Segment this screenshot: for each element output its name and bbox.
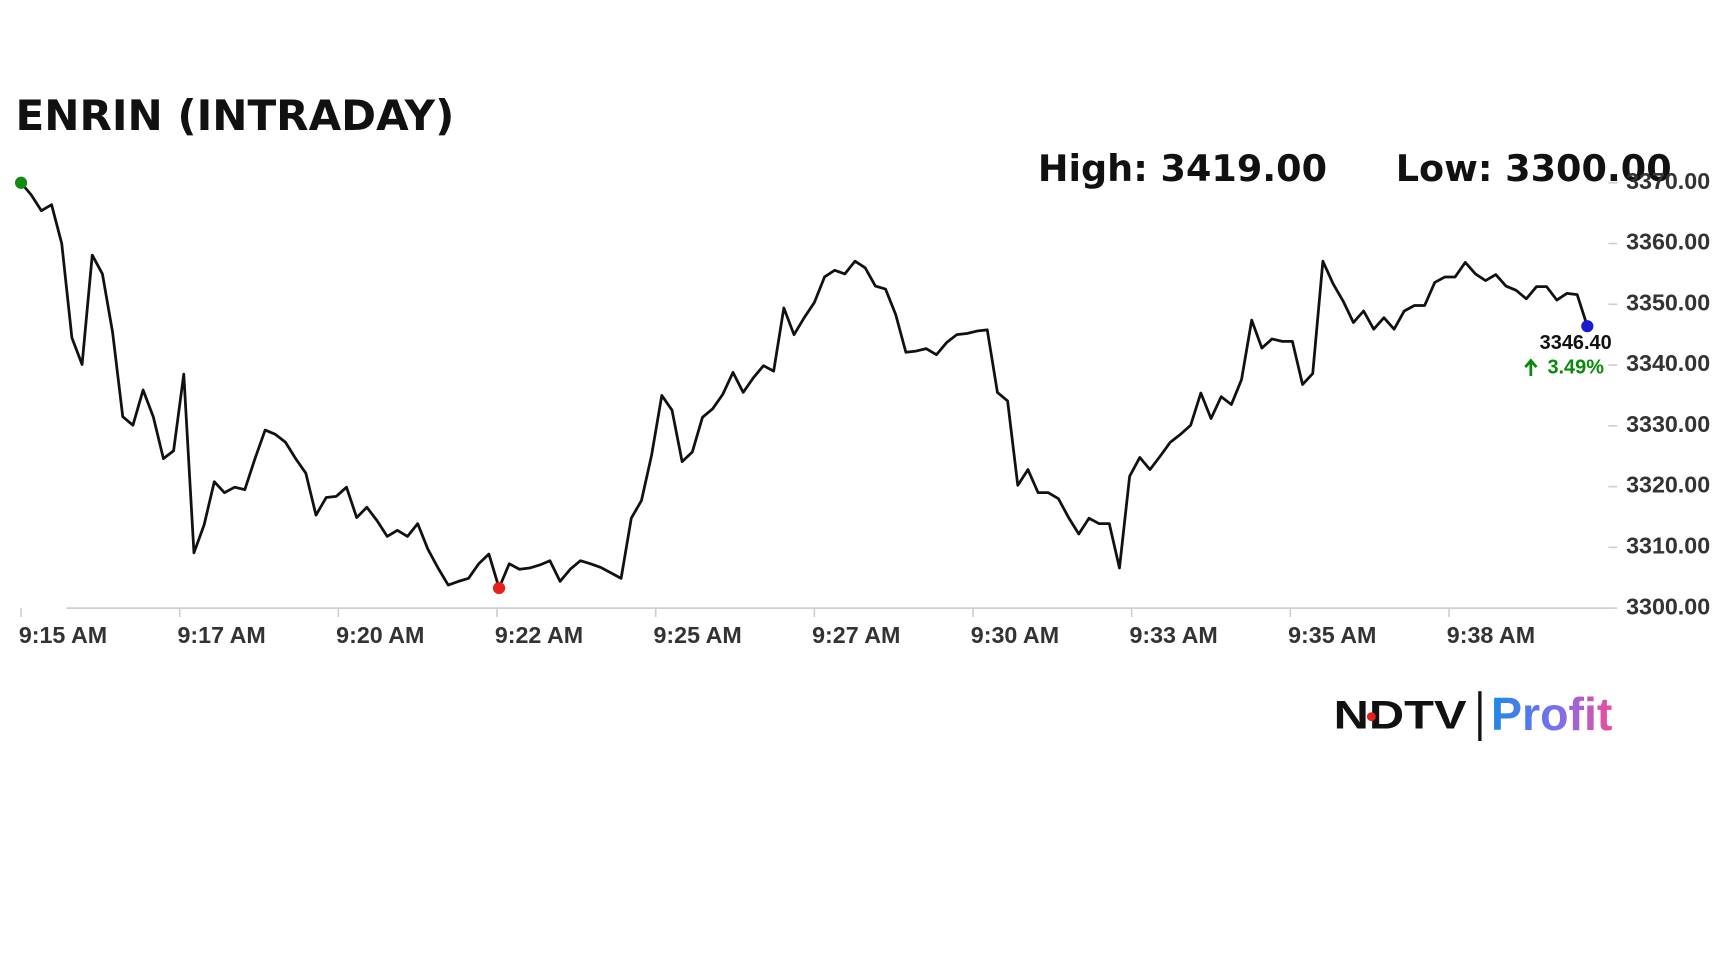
x-tick-label: 9:15 AM [19,622,107,648]
x-tick-label: 9:35 AM [1288,622,1376,648]
y-tick-label: 3350.00 [1626,289,1710,315]
x-tick-label: 9:27 AM [812,622,900,648]
y-tick-label: 3300.00 [1626,593,1710,619]
x-tick-label: 9:30 AM [971,622,1059,648]
chart-title: ENRIN (INTRADAY) [16,91,455,140]
min-marker [492,581,506,595]
price-line [19,181,1589,590]
end-marker [1581,320,1594,333]
x-tick-label: 9:17 AM [177,622,265,648]
y-tick-label: 3330.00 [1626,411,1710,437]
x-tick-label: 9:38 AM [1447,622,1535,648]
high-label: High: 3419.00 [1038,147,1327,190]
change-arrow [1524,358,1538,377]
y-tick-label: 3370.00 [1626,168,1710,194]
low-label: Low: 3300.00 [1396,147,1672,190]
y-tick-label: 3310.00 [1626,532,1710,558]
logo-profit: Profit [1491,688,1612,740]
start-marker [14,176,28,189]
logo-ndtv: NDTV [1334,693,1467,737]
y-tick-label: 3340.00 [1626,350,1710,376]
y-tick-label: 3360.00 [1626,229,1710,255]
logo: NDTV Profit [1334,688,1612,742]
x-tick-label: 9:22 AM [495,622,583,648]
logo-dot [1366,712,1376,722]
x-tick-label: 9:25 AM [653,622,741,648]
x-tick-label: 9:20 AM [336,622,424,648]
y-tick-label: 3320.00 [1626,472,1710,498]
end-value-label: 3346.40 [1540,332,1612,354]
change-label: 3.49% [1547,357,1604,379]
x-tick-label: 9:33 AM [1129,622,1217,648]
